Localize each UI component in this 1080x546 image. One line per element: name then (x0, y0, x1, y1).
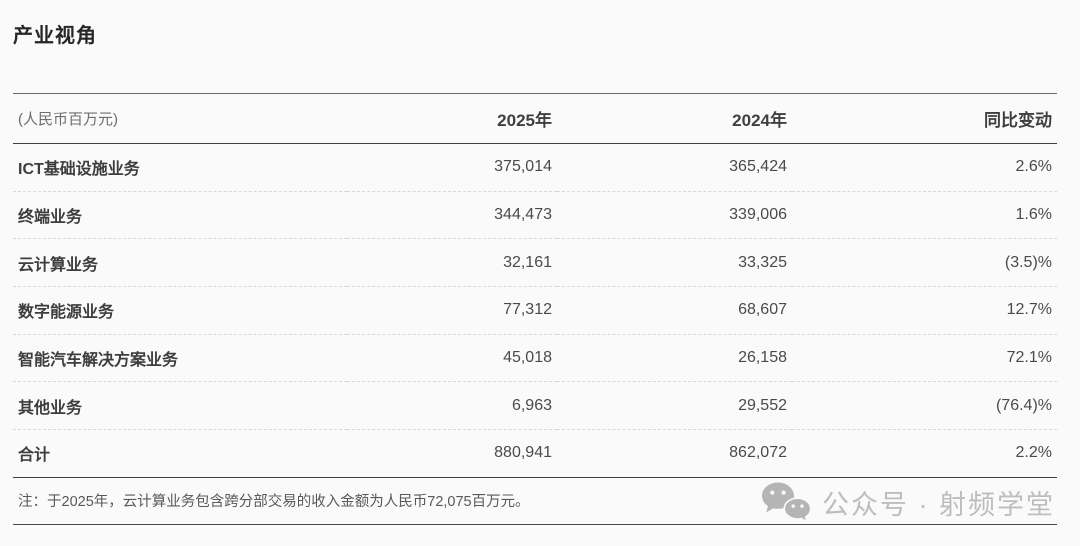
value-2025-cell: 32,161 (503, 253, 552, 271)
value-2025-cell: 45,018 (503, 349, 552, 367)
segment-label-cell: ICT基础设施业务 (18, 161, 140, 179)
page-title: 产业视角 (13, 25, 97, 47)
value-2024-cell: 29,552 (738, 396, 787, 414)
table-row: 智能汽车解决方案业务 45,018 26,158 72.1% (13, 334, 1057, 382)
table-row: 终端业务 344,473 339,006 1.6% (13, 191, 1057, 239)
yoy-cell: 1.6% (1015, 206, 1052, 224)
value-2024-cell: 862,072 (729, 444, 787, 462)
yoy-cell: (76.4)% (995, 396, 1052, 414)
yoy-cell: 2.2% (1015, 444, 1052, 462)
watermark: 公众号 · 射频学堂 (760, 480, 1055, 525)
unit-label: (人民币百万元) (18, 111, 118, 128)
value-2025-cell: 880,941 (494, 444, 552, 462)
footnote-row: 注：于2025年，云计算业务包含跨分部交易的收入金额为人民币72,075百万元。 (13, 477, 1057, 525)
segment-label-cell: 其他业务 (18, 399, 83, 417)
segment-label-cell: 终端业务 (18, 209, 83, 227)
table-row: 其他业务 6,963 29,552 (76.4)% (13, 382, 1057, 430)
yoy-cell: 12.7% (1006, 301, 1052, 319)
value-2025-cell: 344,473 (494, 206, 552, 224)
value-2024-cell: 33,325 (738, 253, 787, 271)
value-2024-cell: 339,006 (729, 206, 787, 224)
column-header-2025: 2025年 (497, 111, 552, 130)
value-2024-cell: 365,424 (729, 158, 787, 176)
watermark-text: 公众号 · 射频学堂 (822, 490, 1055, 520)
wechat-icon (760, 481, 812, 525)
value-2025-cell: 6,963 (511, 396, 552, 414)
segment-label-cell: 合计 (18, 447, 51, 465)
table-row: 云计算业务 32,161 33,325 (3.5)% (13, 239, 1057, 287)
column-header-yoy: 同比变动 (984, 111, 1052, 130)
table-row: ICT基础设施业务 375,014 365,424 2.6% (13, 144, 1057, 192)
table-header-row: (人民币百万元) 2025年 2024年 同比变动 (13, 93, 1057, 144)
yoy-cell: 2.6% (1015, 158, 1052, 176)
segment-label-cell: 云计算业务 (18, 256, 99, 274)
segment-label-cell: 数字能源业务 (18, 304, 115, 322)
yoy-cell: 72.1% (1006, 349, 1052, 367)
table-row: 数字能源业务 77,312 68,607 12.7% (13, 287, 1057, 335)
value-2025-cell: 375,014 (494, 158, 552, 176)
value-2024-cell: 68,607 (738, 301, 787, 319)
yoy-cell: (3.5)% (1004, 253, 1052, 271)
table-row-total: 合计 880,941 862,072 2.2% (13, 430, 1057, 478)
value-2024-cell: 26,158 (738, 349, 787, 367)
column-header-2024: 2024年 (732, 111, 787, 130)
footnote-text: 注：于2025年，云计算业务包含跨分部交易的收入金额为人民币72,075百万元。 (18, 494, 530, 510)
value-2025-cell: 77,312 (503, 301, 552, 319)
segment-label-cell: 智能汽车解决方案业务 (18, 352, 179, 370)
segment-revenue-table: (人民币百万元) 2025年 2024年 同比变动 ICT基础设施业务 375,… (13, 93, 1057, 478)
